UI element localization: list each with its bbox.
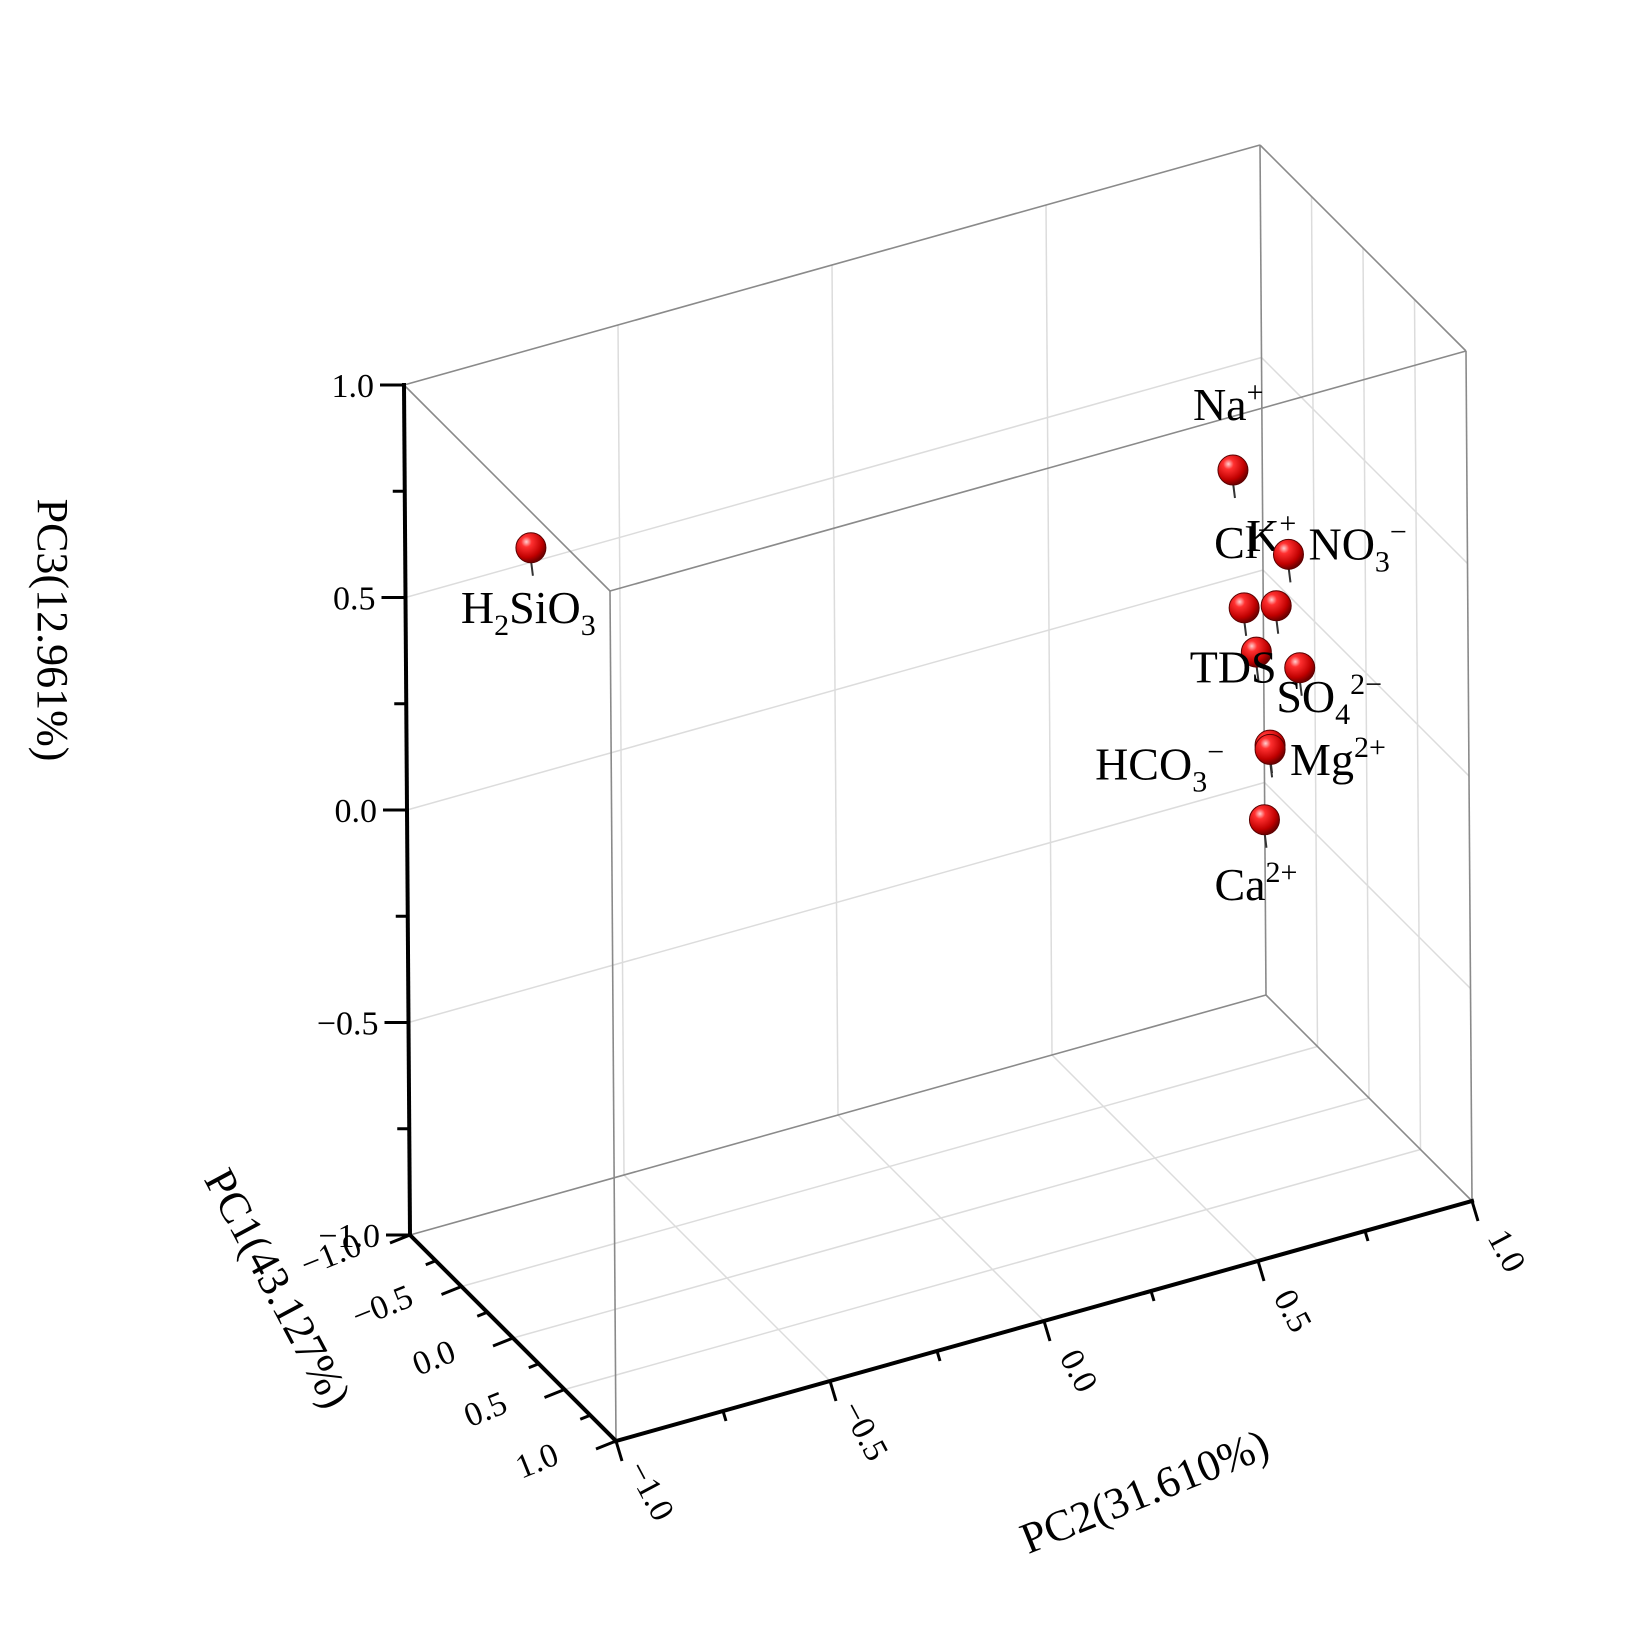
x-tick	[440, 1285, 463, 1296]
frame-edge	[403, 144, 1261, 386]
point-marker	[1217, 454, 1249, 486]
axis-labels: PC1(43.127%) PC2(31.610%) PC3(12.961%)	[28, 499, 1276, 1564]
x-tick-label: 0.5	[459, 1385, 512, 1435]
x-minor-tick	[476, 1310, 488, 1318]
y-tick	[1256, 1260, 1266, 1282]
point-label: Mg2+​	[1290, 731, 1386, 785]
x-minor-tick	[528, 1362, 540, 1370]
y-minor-tick	[1149, 1290, 1156, 1302]
z-tick-label: 1.0	[332, 368, 375, 405]
x-tick	[595, 1439, 617, 1451]
point-marker	[1228, 592, 1260, 624]
point-marker	[1240, 636, 1272, 668]
x-axis-title: PC1(43.127%)	[194, 1161, 361, 1416]
data-point: K+​	[1246, 507, 1296, 634]
x-tick-label: −1.0	[296, 1227, 367, 1284]
x-tick	[492, 1336, 514, 1348]
point-marker	[1272, 538, 1304, 570]
frame-edge	[403, 384, 611, 592]
point-label: H2​SiO3​	[461, 582, 596, 642]
y-tick-label: 0.5	[1266, 1284, 1319, 1339]
grid-line	[1045, 204, 1053, 1056]
box-frame	[403, 144, 1473, 1442]
data-point: SO4​2−​	[1240, 636, 1382, 731]
y-tick	[1470, 1200, 1480, 1222]
data-point: Na+​	[1193, 376, 1264, 499]
data-point: Cl−​	[1214, 514, 1275, 636]
y-axis-title: PC2(31.610%)	[1014, 1420, 1276, 1564]
frame-edge	[1259, 144, 1467, 352]
data-point: Ca2+​	[1214, 804, 1297, 910]
x-tick	[389, 1233, 411, 1245]
point-label: NO3​−​	[1308, 515, 1406, 578]
data-points: H2​SiO3​ Na+​ Cl−​K+​NO3​−​ SO4​2−​TDS Mg2+​…	[461, 376, 1407, 910]
grid-line	[1413, 299, 1422, 1150]
point-label: K+​	[1246, 507, 1296, 561]
y-tick	[828, 1380, 838, 1402]
z-tick-label: 0.0	[335, 793, 378, 830]
x-tick-label: 1.0	[510, 1436, 563, 1486]
point-label: Na+​	[1193, 376, 1264, 430]
y-minor-tick	[1363, 1230, 1370, 1242]
grid-line	[837, 1114, 1045, 1322]
y-tick-label: 0.0	[1052, 1344, 1105, 1399]
grid-line	[405, 356, 1262, 599]
grid-line	[1051, 1054, 1259, 1262]
x-tick-label: 0.0	[407, 1333, 460, 1383]
z-tick-label: −0.5	[317, 1006, 379, 1043]
grid-line	[1262, 569, 1470, 777]
y-tick-label: −0.5	[833, 1395, 895, 1467]
point-label: TDS	[1190, 642, 1277, 693]
grid-lines	[405, 196, 1472, 1391]
z-axis-title: PC3(12.961%)	[28, 499, 77, 762]
z-tick-label: −1.0	[318, 1218, 380, 1255]
y-minor-tick	[721, 1410, 728, 1422]
data-point: HCO3​−​	[1095, 733, 1286, 798]
frame-edge	[409, 994, 1267, 1236]
grid-line	[406, 569, 1264, 811]
point-marker	[1254, 733, 1286, 765]
y-minor-tick	[935, 1350, 942, 1362]
x-tick-label: −0.5	[347, 1278, 418, 1335]
data-point: H2​SiO3​	[461, 532, 596, 642]
y-tick-label: −1.0	[619, 1455, 681, 1527]
frame-edge	[609, 350, 1467, 592]
frame-edge	[1265, 994, 1473, 1202]
data-point: NO3​−​	[1272, 515, 1407, 583]
point-label: Cl−​	[1214, 514, 1274, 568]
grid-line	[1260, 356, 1469, 565]
y-tick	[614, 1440, 624, 1462]
frame-edge	[609, 590, 617, 1442]
y-tick-label: 1.0	[1480, 1224, 1533, 1279]
x-minor-tick	[579, 1413, 591, 1421]
x-tick	[543, 1388, 566, 1399]
frame-edge	[1259, 144, 1267, 996]
axes: −1.0−0.50.00.51.0−1.0−0.50.00.51.0 −1.0−0…	[296, 368, 1533, 1527]
z-tick-label: 0.5	[333, 581, 376, 618]
point-label: HCO3​−​	[1095, 735, 1224, 798]
point-marker	[1284, 652, 1316, 684]
point-marker	[1260, 590, 1292, 622]
point-label: Ca2+​	[1214, 856, 1297, 910]
grid-line	[564, 1148, 1421, 1391]
point-marker	[1248, 804, 1280, 836]
point-marker	[515, 532, 547, 564]
data-point: TDS	[1190, 642, 1316, 696]
frame-edge	[1465, 350, 1473, 1202]
x-minor-tick	[425, 1259, 437, 1267]
y-tick	[1042, 1320, 1052, 1342]
